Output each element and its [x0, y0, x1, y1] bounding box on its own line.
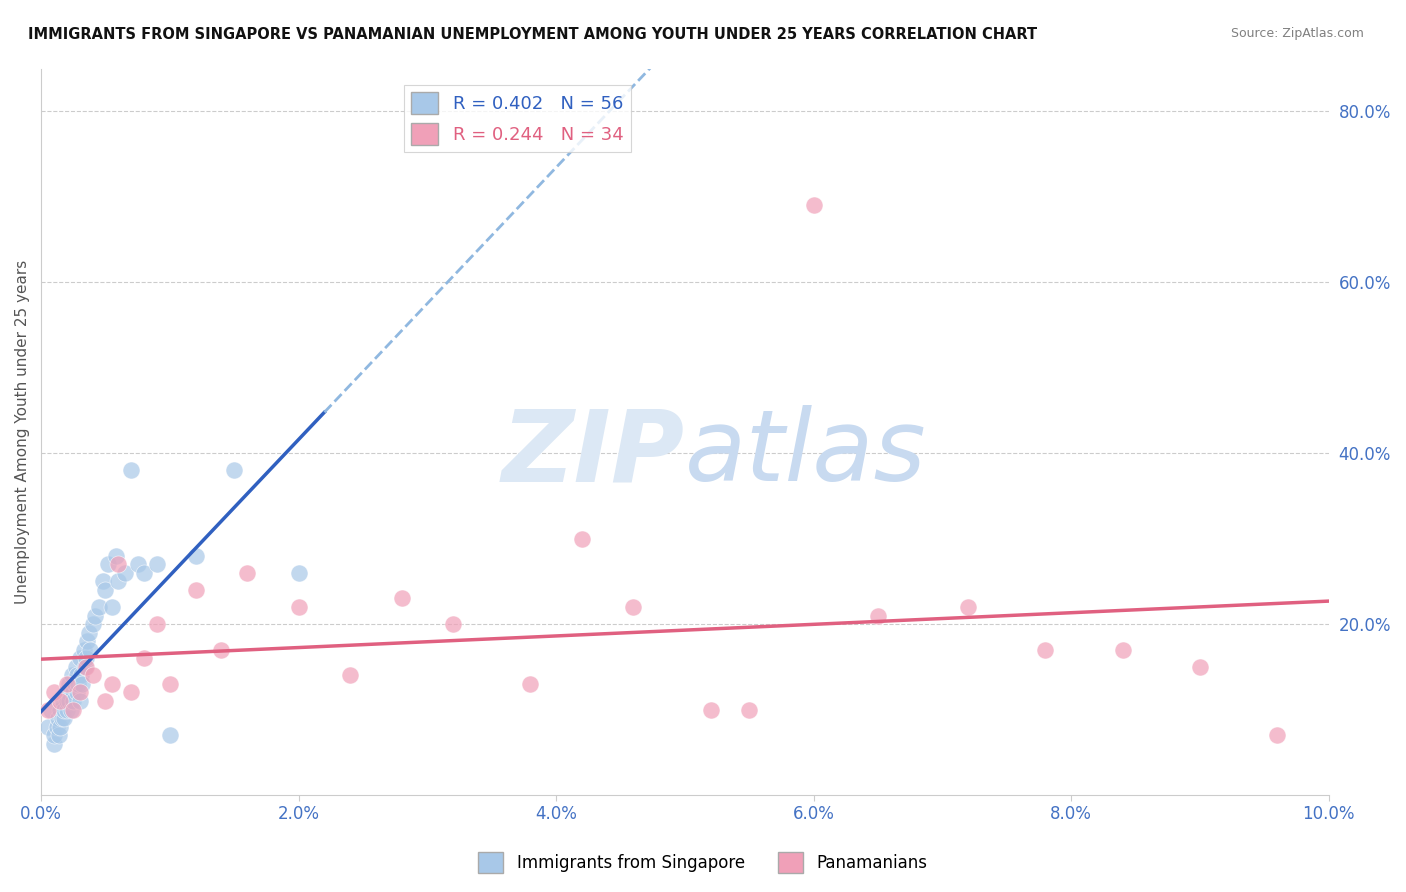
Point [76, 634, 98, 648]
Point [58, 694, 80, 708]
Point [59, 703, 82, 717]
Point [159, 728, 181, 742]
Point [1188, 660, 1211, 674]
Point [803, 198, 825, 212]
Point [868, 608, 890, 623]
Point [46, 711, 69, 725]
Point [957, 600, 980, 615]
Point [69, 694, 91, 708]
Point [77, 625, 100, 640]
Point [62, 685, 84, 699]
Text: Source: ZipAtlas.com: Source: ZipAtlas.com [1230, 27, 1364, 40]
Point [55, 685, 77, 699]
Point [101, 600, 124, 615]
Point [146, 617, 169, 632]
Point [1265, 728, 1288, 742]
Point [41, 703, 63, 717]
Point [184, 582, 207, 597]
Point [1035, 642, 1057, 657]
Point [72, 677, 94, 691]
Point [146, 558, 169, 572]
Point [184, 549, 207, 563]
Point [107, 574, 129, 589]
Point [699, 703, 721, 717]
Point [49, 720, 72, 734]
Point [42, 728, 65, 742]
Point [114, 566, 136, 580]
Point [53, 711, 76, 725]
Point [287, 566, 309, 580]
Point [49, 694, 72, 708]
Point [60, 668, 83, 682]
Point [63, 677, 86, 691]
Point [56, 694, 79, 708]
Point [87, 600, 110, 615]
Point [134, 566, 156, 580]
Point [91, 574, 114, 589]
Point [72, 642, 94, 657]
Point [94, 582, 117, 597]
Point [62, 694, 84, 708]
Point [65, 660, 87, 674]
Point [82, 668, 104, 682]
Point [69, 685, 91, 699]
Point [52, 694, 75, 708]
Point [58, 677, 80, 691]
Point [107, 558, 129, 572]
Point [623, 600, 645, 615]
Point [53, 703, 76, 717]
Point [738, 703, 761, 717]
Point [287, 600, 309, 615]
Point [79, 642, 101, 657]
Point [104, 549, 127, 563]
Point [127, 558, 149, 572]
Point [48, 728, 70, 742]
Point [120, 463, 142, 477]
Point [134, 651, 156, 665]
Point [42, 737, 65, 751]
Text: IMMIGRANTS FROM SINGAPORE VS PANAMANIAN UNEMPLOYMENT AMONG YOUTH UNDER 25 YEARS : IMMIGRANTS FROM SINGAPORE VS PANAMANIAN … [28, 27, 1038, 42]
Text: atlas: atlas [685, 405, 927, 502]
Point [75, 660, 97, 674]
Point [56, 703, 79, 717]
Point [56, 677, 79, 691]
Point [37, 720, 59, 734]
Point [56, 685, 79, 699]
Point [101, 677, 124, 691]
Legend: R = 0.402   N = 56, R = 0.244   N = 34: R = 0.402 N = 56, R = 0.244 N = 34 [404, 85, 631, 153]
Point [67, 677, 90, 691]
Point [120, 685, 142, 699]
Text: ZIP: ZIP [502, 405, 685, 502]
Point [75, 651, 97, 665]
Point [159, 677, 181, 691]
Point [73, 660, 96, 674]
Point [82, 617, 104, 632]
Point [236, 566, 259, 580]
Point [69, 651, 91, 665]
Point [66, 685, 89, 699]
Point [94, 694, 117, 708]
Point [224, 463, 246, 477]
Point [51, 711, 73, 725]
Point [1112, 642, 1135, 657]
Point [37, 703, 59, 717]
Point [391, 591, 413, 606]
Point [441, 617, 464, 632]
Legend: Immigrants from Singapore, Panamanians: Immigrants from Singapore, Panamanians [472, 846, 934, 880]
Point [70, 668, 93, 682]
Point [97, 558, 120, 572]
Y-axis label: Unemployment Among Youth under 25 years: Unemployment Among Youth under 25 years [15, 260, 30, 604]
Point [66, 668, 89, 682]
Point [62, 703, 84, 717]
Point [339, 668, 361, 682]
Point [42, 685, 65, 699]
Point [45, 720, 67, 734]
Point [519, 677, 541, 691]
Point [84, 608, 107, 623]
Point [209, 642, 232, 657]
Point [571, 532, 593, 546]
Point [49, 703, 72, 717]
